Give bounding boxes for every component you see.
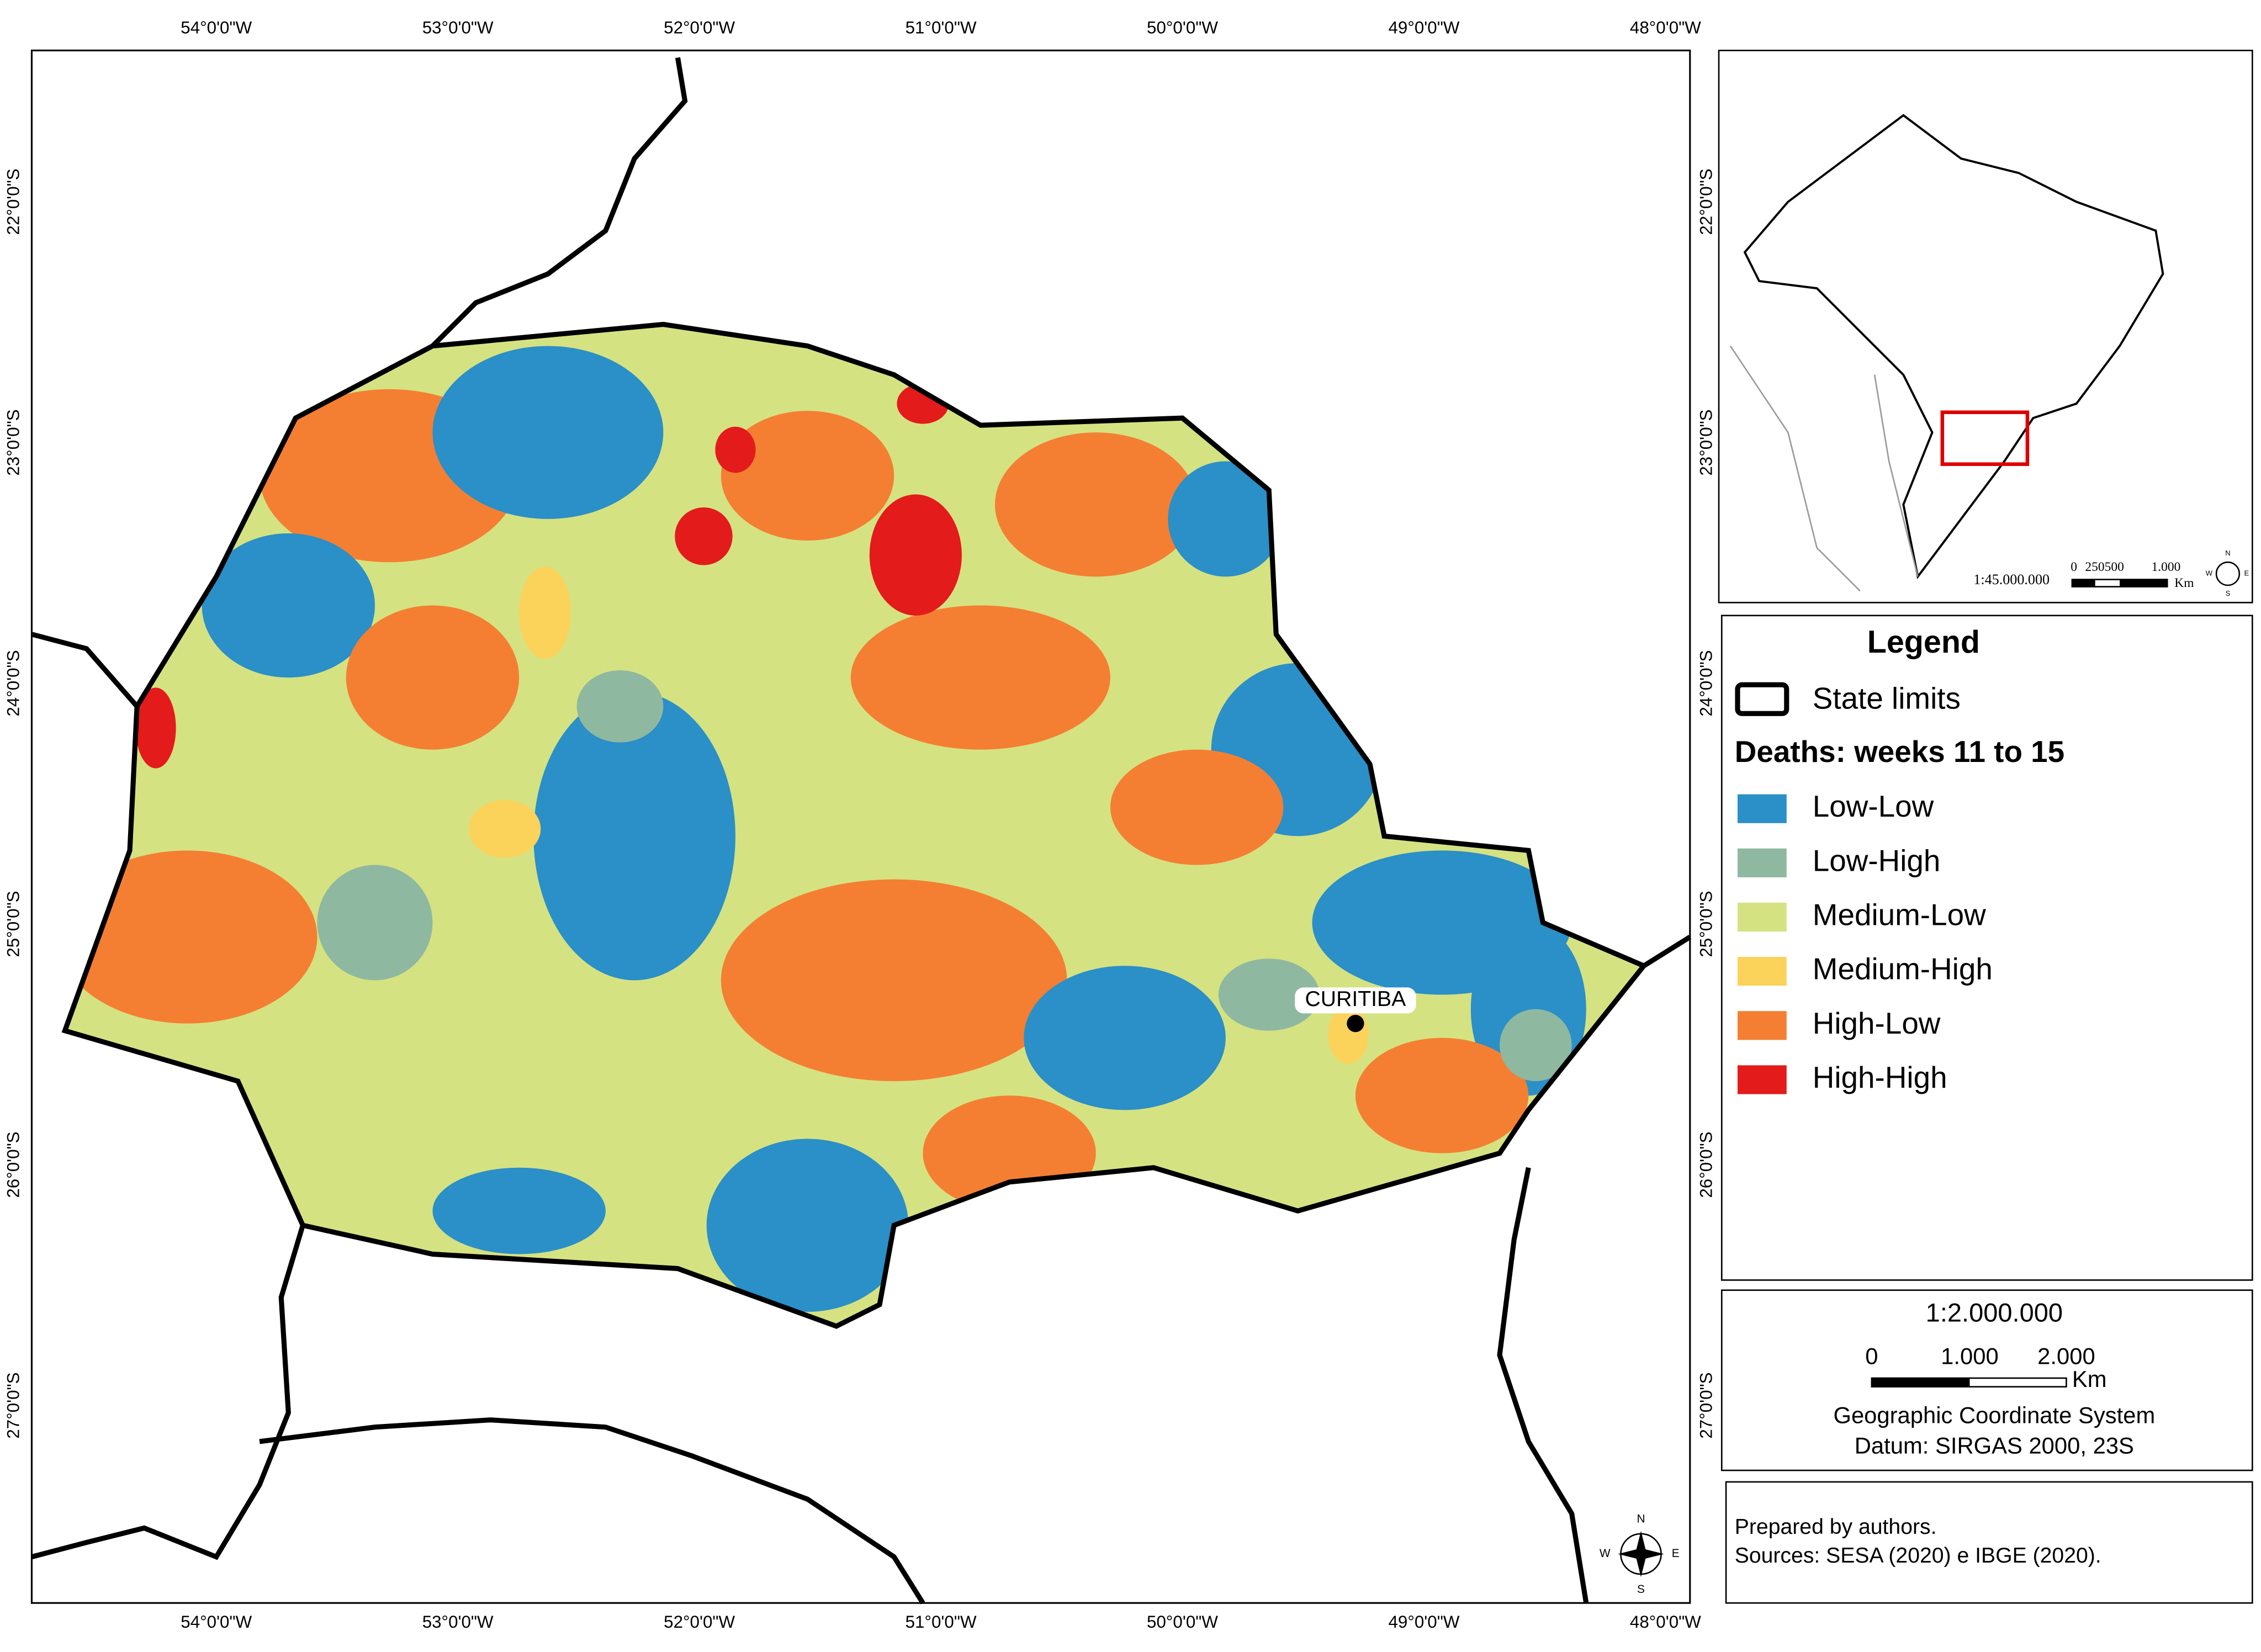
longitude-label: 53°0'0"W — [422, 18, 494, 38]
latitude-label: 26°0'0"S — [3, 1131, 23, 1198]
legend-swatch — [1737, 1065, 1787, 1094]
compass-w: W — [1600, 1547, 1611, 1560]
longitude-label: 52°0'0"W — [664, 1612, 735, 1632]
legend-swatch — [1737, 1011, 1787, 1040]
legend-label: Low-Low — [1813, 789, 1934, 823]
inset-unit: Km — [2174, 576, 2194, 590]
legend-swatch — [1737, 848, 1787, 877]
latitude-label: 27°0'0"S — [3, 1372, 23, 1438]
legend-frame — [1720, 615, 2253, 1281]
longitude-label: 49°0'0"W — [1388, 1612, 1459, 1632]
latitude-label: 22°0'0"S — [1696, 168, 1715, 235]
inset-bar-label: 1.000 — [2152, 560, 2181, 574]
latitude-label: 23°0'0"S — [3, 409, 23, 475]
legend-items: Low-Low Low-High Medium-Low Medium-High High… — [1737, 789, 1993, 1094]
legend-subtitle: Deaths: weeks 11 to 15 — [1735, 734, 2064, 769]
inset-highlight — [1940, 410, 2030, 466]
latitude-label: 25°0'0"S — [3, 891, 23, 957]
inset-scale-bar-seg — [2072, 579, 2095, 587]
borders — [31, 57, 1692, 1605]
longitude-label: 54°0'0"W — [181, 18, 252, 38]
inset-scale-bar-seg — [2120, 579, 2168, 587]
legend-label: Low-High — [1813, 843, 1941, 877]
scale-bar-label: 2.000 — [2037, 1343, 2095, 1369]
latitude-label: 25°0'0"S — [1696, 891, 1715, 957]
scale-text: 1:2.000.000 — [1926, 1298, 2063, 1327]
inset-bar-label: 250500 — [2085, 560, 2124, 574]
legend-swatch — [1737, 794, 1787, 823]
scale-bar-label: 1.000 — [1941, 1343, 1999, 1369]
city-halo — [1295, 987, 1416, 1014]
credits-frame — [1725, 1481, 2253, 1604]
longitude-label: 49°0'0"W — [1388, 18, 1459, 38]
inset-bar-label: 0 — [2071, 560, 2077, 574]
latitude-label: 24°0'0"S — [3, 650, 23, 716]
legend-label: High-Low — [1813, 1006, 1941, 1040]
longitude-label: 53°0'0"W — [422, 1612, 494, 1632]
inset-compass-s: S — [2226, 589, 2231, 597]
legend-label: State limits — [1813, 681, 1961, 715]
credits-line: Sources: SESA (2020) e IBGE (2020). — [1735, 1544, 2101, 1568]
longitude-label: 48°0'0"W — [1630, 1612, 1701, 1632]
city-label: CURITIBA — [1305, 987, 1407, 1011]
state-limits-swatch — [1735, 682, 1789, 716]
scale-line: Geographic Coordinate System — [1833, 1402, 2155, 1428]
legend-label: Medium-High — [1813, 952, 1993, 986]
legend-label: High-High — [1813, 1060, 1947, 1094]
inset-compass-n: N — [2225, 549, 2230, 557]
inset-scale: 1:45.000.000 — [1973, 571, 2050, 587]
latitude-label: 23°0'0"S — [1696, 409, 1715, 475]
latitude-label: 27°0'0"S — [1696, 1372, 1715, 1438]
latitude-label: 22°0'0"S — [3, 168, 23, 235]
compass-n: N — [1637, 1512, 1645, 1525]
legend-title: Legend — [1867, 624, 1980, 660]
credits-line: Prepared by authors. — [1735, 1515, 1937, 1539]
longitude-label: 50°0'0"W — [1147, 18, 1218, 38]
state-outline — [61, 321, 1648, 1329]
latitude-label: 24°0'0"S — [1696, 650, 1715, 716]
scale-bar-label: 0 — [1865, 1343, 1878, 1369]
city-marker — [1347, 1015, 1364, 1032]
scale-bar-seg — [1871, 1378, 1970, 1387]
longitude-label: 52°0'0"W — [664, 18, 735, 38]
map-compass — [1618, 1531, 1664, 1577]
longitude-label: 50°0'0"W — [1147, 1612, 1218, 1632]
legend-swatch — [1737, 902, 1787, 932]
inset-brazil — [1743, 114, 2164, 580]
inset-compass-e: E — [2244, 569, 2249, 578]
inset-compass — [2215, 561, 2241, 586]
longitude-label: 51°0'0"W — [906, 18, 977, 38]
compass-s: S — [1637, 1583, 1645, 1596]
compass-e: E — [1672, 1547, 1680, 1560]
scale-unit: Km — [2072, 1366, 2107, 1392]
longitude-label: 51°0'0"W — [906, 1612, 977, 1632]
longitude-label: 48°0'0"W — [1630, 18, 1701, 38]
inset-compass-w: W — [2206, 569, 2213, 578]
legend-label: Medium-Low — [1813, 897, 1986, 931]
legend-swatch — [1737, 957, 1787, 986]
inset-neighbors — [1729, 345, 1919, 592]
latitude-label: 26°0'0"S — [1696, 1131, 1715, 1198]
longitude-label: 54°0'0"W — [181, 1612, 252, 1632]
scale-line: Datum: SIRGAS 2000, 23S — [1855, 1432, 2134, 1458]
